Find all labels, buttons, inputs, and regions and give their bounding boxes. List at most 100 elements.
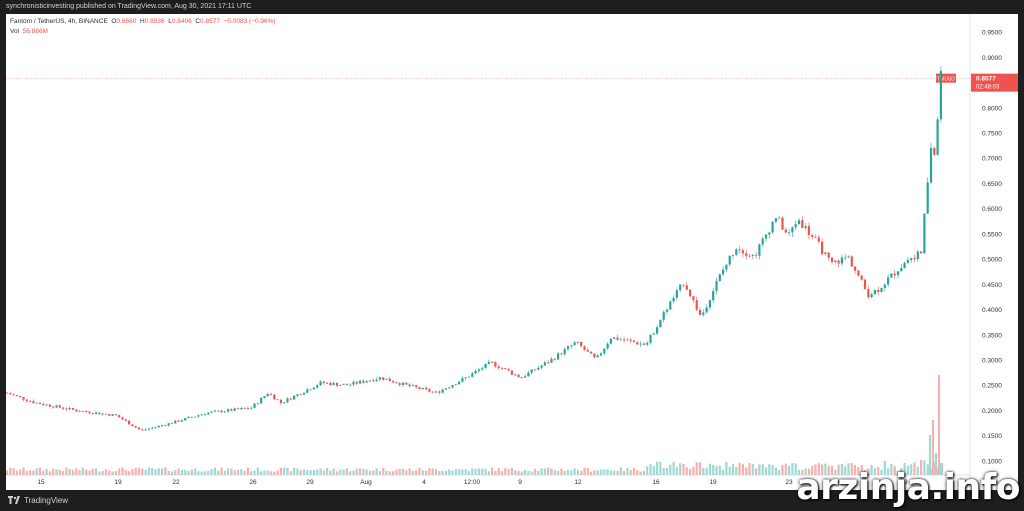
volume-bar — [395, 469, 398, 475]
volume-bar — [81, 467, 84, 475]
candle-body — [599, 353, 603, 356]
candle-body — [844, 257, 847, 259]
candle-body — [71, 407, 75, 410]
volume-bar — [177, 468, 180, 475]
volume-bar — [266, 470, 269, 475]
candle-body — [299, 394, 302, 396]
candle-body — [411, 385, 414, 387]
candle-body — [497, 366, 500, 368]
candle-body — [296, 394, 299, 396]
candle-body — [58, 405, 61, 408]
volume-bar — [883, 460, 886, 475]
candle-body — [217, 410, 220, 412]
volume-bar — [62, 471, 65, 475]
candle-body — [847, 256, 850, 258]
volume-bar — [484, 468, 487, 475]
candle-body — [537, 367, 540, 370]
y-tick-label: 0.6500 — [982, 181, 1002, 188]
candle-body — [718, 274, 721, 282]
candle-body — [332, 382, 335, 386]
chart-legend: Fantom / TetherUS, 4h, BINANCE O0.8660 H… — [10, 17, 276, 37]
candle-body — [306, 389, 309, 393]
volume-bar — [85, 469, 88, 475]
candle-body — [359, 380, 362, 384]
volume-bar — [349, 471, 352, 475]
volume-bar — [481, 468, 484, 475]
volume-bar — [58, 469, 61, 475]
y-tick-label: 0.6000 — [982, 206, 1002, 213]
volume-bar — [213, 467, 216, 475]
y-tick-label: 0.3500 — [982, 332, 1002, 339]
candle-body — [302, 392, 306, 395]
volume-bar — [712, 464, 715, 475]
candle-body — [464, 377, 467, 379]
x-tick-label: 12:00 — [464, 479, 481, 486]
volume-bar — [243, 470, 246, 475]
candle-body — [180, 420, 183, 422]
x-tick-label: 12 — [574, 479, 582, 486]
volume-bar — [553, 470, 556, 475]
candle-body — [616, 337, 619, 340]
volume-bar — [854, 465, 857, 475]
candle-body — [636, 342, 639, 345]
candle-body — [101, 413, 104, 415]
volume-bar — [583, 467, 586, 475]
tradingview-label[interactable]: TradingView — [24, 496, 69, 505]
candle-body — [372, 380, 375, 382]
volume-spike-bar — [940, 463, 944, 475]
volume-bar — [629, 470, 632, 475]
candle-body — [880, 287, 883, 292]
volume-bar — [170, 471, 174, 475]
volume-bar — [652, 465, 655, 475]
candle-body — [203, 414, 207, 416]
volume-bar — [797, 469, 801, 475]
volume-bar — [550, 468, 553, 475]
y-tick-label: 0.4500 — [982, 282, 1002, 289]
candle-body — [821, 241, 824, 254]
volume-bar — [210, 468, 213, 475]
volume-bar — [636, 470, 639, 475]
candle-body — [35, 402, 38, 404]
volume-bar — [464, 469, 467, 475]
x-tick-label: 19 — [114, 479, 122, 486]
candle-body — [764, 234, 768, 239]
volume-bar — [355, 468, 358, 475]
candle-body — [467, 376, 471, 378]
volume-bar — [411, 470, 414, 475]
price-tag-countdown: 02:48:03 — [976, 85, 1000, 91]
candle-body — [184, 418, 187, 421]
candle-body — [431, 391, 434, 393]
candle-body — [543, 362, 546, 366]
candle-body — [131, 424, 134, 427]
volume-bar — [573, 468, 576, 475]
candle-body — [167, 423, 170, 426]
candle-body — [428, 389, 431, 392]
volume-bar — [814, 464, 817, 475]
legend-open: 0.8660 — [116, 18, 137, 25]
volume-bar — [758, 464, 761, 475]
volume-bar — [689, 469, 692, 475]
volume-bar — [599, 469, 603, 475]
volume-bar — [504, 468, 507, 475]
price-chart[interactable]: 0.95000.90000.85000.80000.75000.70000.65… — [6, 14, 1018, 490]
volume-bar — [25, 470, 28, 475]
volume-bar — [269, 471, 273, 475]
volume-bar — [326, 467, 329, 475]
candle-body — [801, 220, 804, 228]
candle-body — [837, 260, 840, 264]
candle-body — [596, 355, 599, 358]
volume-bar — [540, 468, 543, 475]
volume-bar — [906, 465, 909, 475]
volume-bar — [837, 464, 840, 475]
candle-body — [425, 387, 428, 390]
volume-bar — [642, 470, 645, 475]
candle-body — [606, 343, 609, 349]
chart-panel[interactable]: 0.95000.90000.85000.80000.75000.70000.65… — [6, 14, 1018, 490]
candle-body — [388, 378, 391, 382]
candle-body — [514, 374, 517, 376]
x-tick-label: 15 — [37, 479, 45, 486]
candle-body — [652, 333, 655, 335]
volume-bar — [778, 470, 781, 475]
volume-bar — [184, 469, 187, 475]
candle-body — [685, 285, 688, 290]
